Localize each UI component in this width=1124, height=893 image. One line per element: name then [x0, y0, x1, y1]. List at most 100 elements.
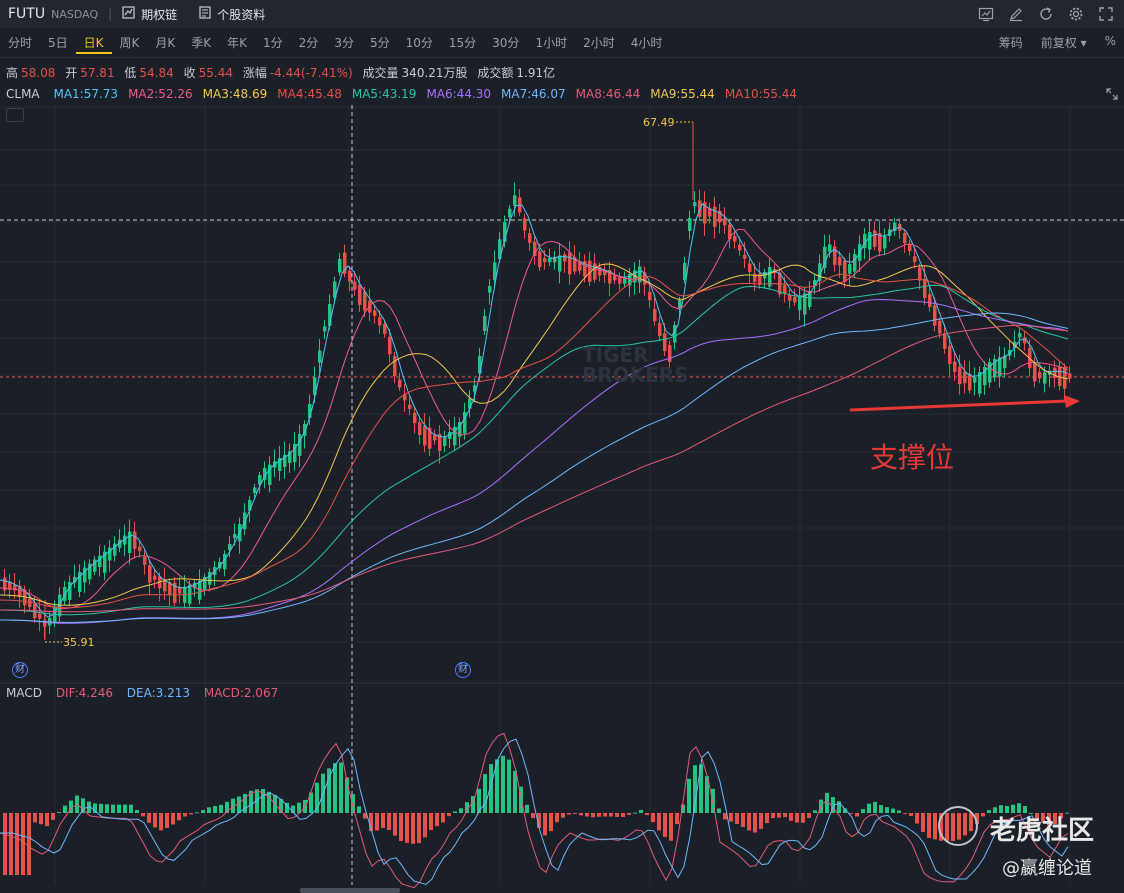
candle-body: [178, 586, 182, 594]
indicator-settings-box[interactable]: [6, 108, 24, 122]
period-tab[interactable]: 1分: [263, 35, 283, 50]
ma-legend-item: MA4:45.48: [277, 87, 342, 101]
candle-body: [953, 361, 957, 372]
separator: |: [108, 7, 113, 21]
draw-icon[interactable]: [1006, 4, 1026, 24]
period-tab[interactable]: 3分: [334, 35, 354, 50]
candle-body: [853, 254, 857, 272]
macd-histogram-bar: [411, 813, 415, 844]
macd-histogram-bar: [249, 790, 253, 813]
macd-histogram-bar: [1029, 813, 1033, 814]
macd-histogram-bar: [873, 801, 877, 813]
macd-histogram-bar: [771, 813, 775, 819]
candle-body: [828, 244, 832, 252]
macd-histogram-bar: [729, 813, 733, 822]
candle-body: [403, 394, 407, 401]
period-tab[interactable]: 5日: [48, 35, 68, 50]
period-tab[interactable]: 5分: [369, 35, 390, 50]
settings-icon[interactable]: [1066, 4, 1086, 24]
candle-body: [23, 589, 27, 606]
candle-body: [538, 251, 542, 268]
macd-histogram-bar: [849, 813, 853, 814]
macd-histogram-bar: [615, 813, 619, 817]
macd-histogram-bar: [573, 813, 577, 814]
ma-curve: [0, 312, 1069, 623]
percent-toggle[interactable]: %: [1104, 34, 1116, 48]
candle-body: [163, 579, 167, 592]
ma-indicator-name[interactable]: CLMA: [6, 87, 40, 101]
macd-histogram-bar: [225, 801, 229, 813]
candle-body: [783, 285, 787, 294]
period-tab[interactable]: 日K: [75, 32, 112, 54]
ma-legend: CLMA MA1:57.73 MA2:52.26 MA3:48.69 MA4:45.4…: [6, 87, 807, 101]
candle-body: [868, 232, 872, 250]
macd-histogram-bar: [639, 809, 643, 813]
candle-body: [208, 572, 212, 585]
macd-histogram-bar: [117, 804, 121, 813]
candle-body: [1023, 337, 1027, 344]
candle-body: [298, 434, 302, 456]
candle-body: [693, 202, 697, 207]
stock-profile-button[interactable]: 个股资料: [199, 6, 265, 23]
macd-histogram-bar: [891, 808, 895, 813]
period-tab[interactable]: 周K: [119, 35, 140, 50]
earnings-badge[interactable]: 财: [12, 662, 28, 678]
period-tab[interactable]: 10分: [405, 35, 433, 50]
period-tab[interactable]: 月K: [155, 35, 176, 50]
candle-body: [108, 547, 112, 561]
ma-legend-item: MA9:55.44: [650, 87, 715, 101]
candle-body: [423, 425, 427, 446]
community-logo-icon: [938, 806, 978, 846]
macd-histogram-bar: [63, 805, 67, 813]
candle-body: [1003, 355, 1007, 369]
candle-body: [168, 582, 172, 595]
period-tab[interactable]: 1小时: [535, 35, 568, 50]
candle-body: [413, 412, 417, 424]
period-tab[interactable]: 季K: [191, 35, 212, 50]
turnover-label: 成交额: [477, 66, 514, 80]
options-chain-button[interactable]: 期权链: [122, 6, 177, 23]
expand-icon[interactable]: [1106, 88, 1118, 103]
macd-indicator-name[interactable]: MACD: [6, 686, 42, 700]
candle-body: [263, 468, 267, 480]
chart-icon[interactable]: [976, 4, 996, 24]
period-tab[interactable]: 15分: [448, 35, 477, 50]
macd-histogram-bar: [1023, 806, 1027, 813]
earnings-badge[interactable]: 财: [455, 662, 471, 678]
period-tab[interactable]: 2分: [298, 35, 319, 50]
macd-histogram-bar: [189, 813, 193, 815]
macd-histogram-bar: [723, 813, 727, 820]
candle-body: [673, 325, 677, 343]
candle-body: [903, 232, 907, 244]
period-tab[interactable]: 4小时: [630, 35, 663, 50]
macd-histogram-bar: [489, 764, 493, 813]
fullscreen-icon[interactable]: [1096, 4, 1116, 24]
candle-body: [873, 230, 877, 247]
adjust-dropdown[interactable]: 前复权 ▾: [1040, 36, 1087, 50]
high-mark-label: 67.49: [643, 116, 675, 129]
macd-histogram-bar: [471, 796, 475, 813]
period-tab[interactable]: 年K: [227, 35, 248, 50]
candle-body: [353, 281, 357, 290]
period-tab[interactable]: 2小时: [583, 35, 615, 50]
macd-dif: DIF:4.246: [55, 686, 113, 700]
turnover-value: 1.91亿: [516, 66, 556, 80]
period-tab[interactable]: 分时: [8, 35, 33, 50]
candle-body: [708, 208, 712, 217]
macd-histogram-bar: [375, 813, 379, 831]
macd-histogram-bar: [987, 810, 991, 813]
candle-body: [983, 367, 987, 386]
candle-body: [318, 350, 322, 363]
refresh-icon[interactable]: [1036, 4, 1056, 24]
macd-histogram-bar: [831, 797, 835, 813]
candle-body: [663, 333, 667, 352]
support-arrow-head: [1064, 395, 1080, 408]
period-tab[interactable]: 30分: [492, 35, 520, 50]
candle-body: [1033, 363, 1037, 382]
macd-histogram-bar: [339, 762, 343, 813]
macd-histogram-bar: [1059, 813, 1063, 819]
chips-button[interactable]: 筹码: [998, 36, 1023, 50]
candle-body: [233, 534, 237, 539]
chart-scrollbar[interactable]: [300, 888, 400, 893]
